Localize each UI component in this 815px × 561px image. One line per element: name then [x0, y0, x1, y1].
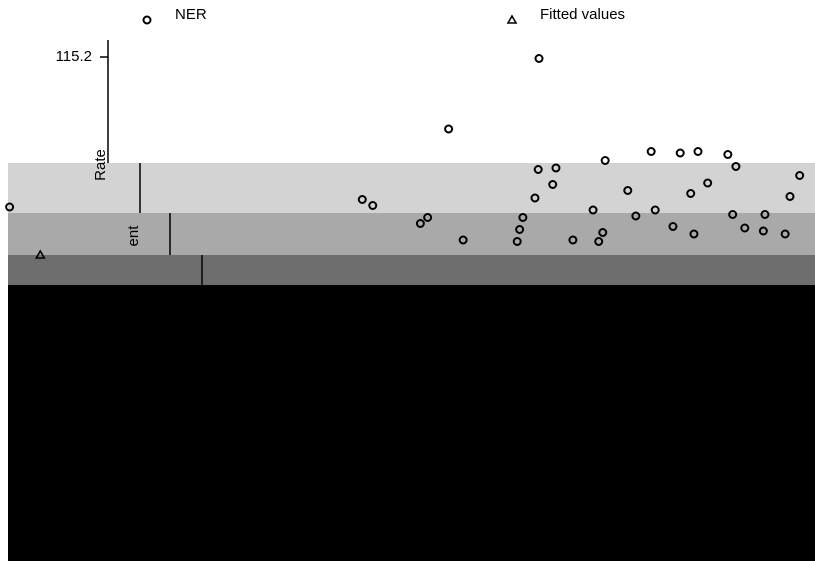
point	[724, 151, 731, 158]
point	[694, 148, 701, 155]
point	[536, 55, 543, 62]
legend-label: NER	[175, 6, 207, 23]
y-axis-label: Rate	[92, 149, 109, 181]
point	[677, 150, 684, 157]
legend-marker	[144, 17, 151, 24]
band	[8, 163, 815, 213]
legend-label: Fitted values	[540, 6, 625, 23]
chart: Rate ent NER Fitted values 115.2	[0, 0, 815, 561]
y-axis-label: ent	[125, 225, 142, 247]
legend-marker	[508, 16, 516, 23]
y-tick-label: 115.2	[56, 48, 92, 65]
point	[648, 148, 655, 155]
page: {"chart_data": {"type": "scatter", "seri…	[0, 0, 815, 561]
noise-region	[8, 285, 815, 561]
point	[445, 126, 452, 133]
band	[8, 255, 815, 285]
point	[602, 157, 609, 164]
